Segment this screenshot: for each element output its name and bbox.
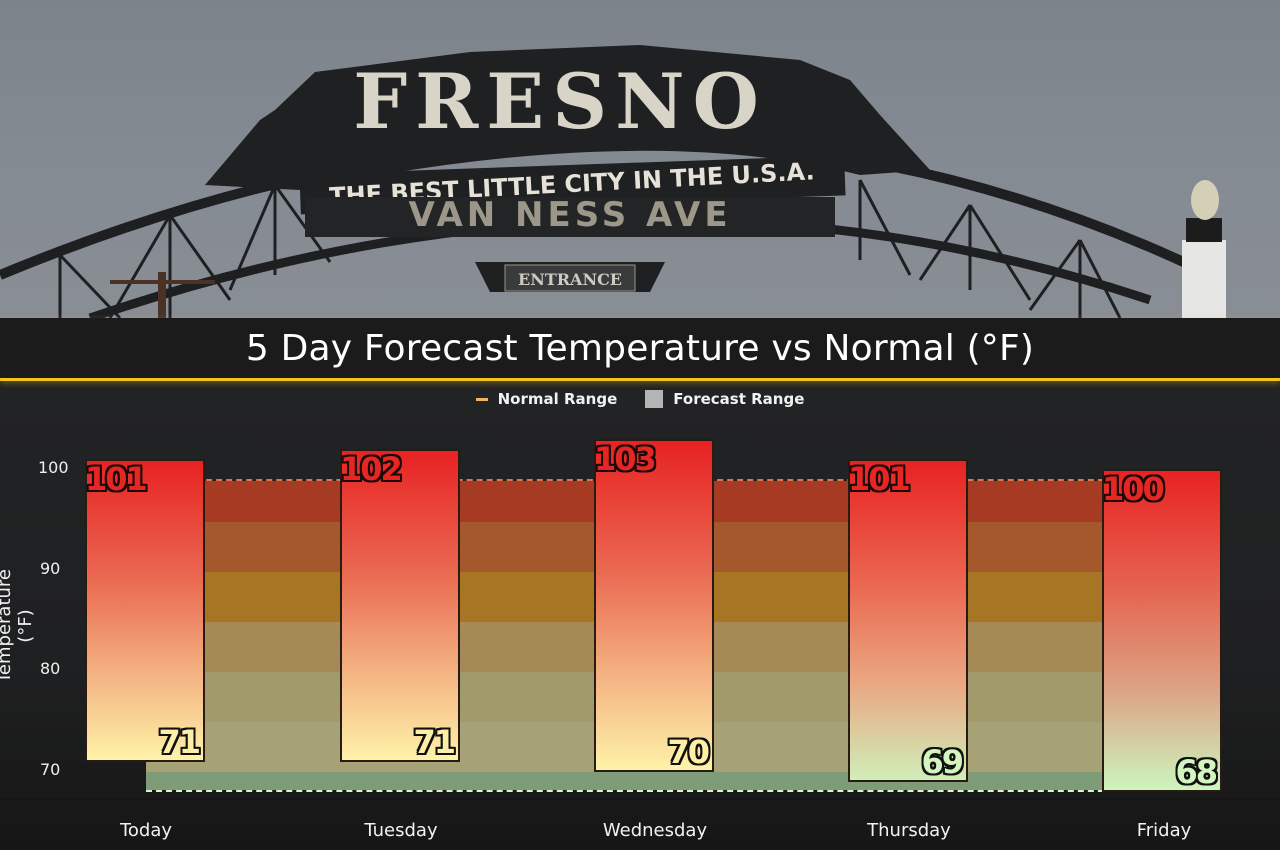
sign-street-text: VAN NESS AVE [408,195,731,235]
x-tick-tuesday: Tuesday [364,820,438,841]
fresno-arch-illustration: FRESNO THE BEST LITTLE CITY IN THE U.S.A… [0,45,1226,318]
bar-high-label: 103 [594,440,657,478]
forecast-bar-thursday[interactable]: 101 69 [848,459,968,782]
bar-low-label: 70 [667,733,710,771]
bar-low-label: 71 [158,723,201,761]
bar-high-label: 101 [848,460,911,498]
x-tick-today: Today [119,820,173,841]
x-tick-wednesday: Wednesday [602,820,708,841]
y-tick: 90 [40,559,61,578]
bar-low-label: 68 [1175,753,1218,791]
sign-entrance-text: ENTRANCE [518,270,622,289]
bar-high-label: 100 [1102,470,1165,508]
bar-low-label: 71 [413,723,456,761]
x-tick-friday: Friday [1136,820,1192,841]
legend-item-forecast-range[interactable]: Forecast Range [645,390,804,408]
x-axis-baseline [0,798,1280,800]
bar-high-label: 102 [340,450,403,488]
legend-item-normal-range[interactable]: Normal Range [475,390,618,408]
chart-title: 5 Day Forecast Temperature vs Normal (°F… [245,327,1035,369]
title-bar: 5 Day Forecast Temperature vs Normal (°F… [0,318,1280,381]
sign-fresno-text: FRESNO [353,57,767,146]
forecast-bar-wednesday[interactable]: 103 70 [594,439,714,772]
legend-label: Normal Range [497,390,618,408]
background-photo: FRESNO THE BEST LITTLE CITY IN THE U.S.A… [0,0,1280,318]
y-tick: 70 [40,760,61,779]
y-tick: 100 [38,458,69,477]
x-tick-thursday: Thursday [867,820,951,841]
y-tick: 80 [40,659,61,678]
forecast-range-box-icon [645,390,664,408]
normal-range-line-icon [475,397,488,401]
band-68-70 [146,772,1164,790]
bar-low-label: 69 [921,743,964,781]
bar-high-label: 101 [85,460,148,498]
forecast-bar-today[interactable]: 101 71 [85,459,205,762]
legend-label: Forecast Range [673,390,805,408]
forecast-bar-friday[interactable]: 100 68 [1102,469,1222,792]
forecast-bar-tuesday[interactable]: 102 71 [340,449,460,762]
y-axis-label: Temperature (°F) [0,568,36,684]
chart-legend: Normal Range Forecast Range [0,390,1280,408]
